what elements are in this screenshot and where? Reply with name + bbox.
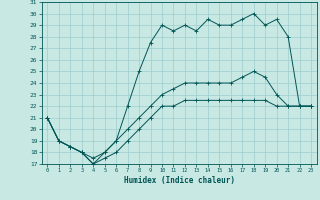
X-axis label: Humidex (Indice chaleur): Humidex (Indice chaleur) bbox=[124, 176, 235, 185]
